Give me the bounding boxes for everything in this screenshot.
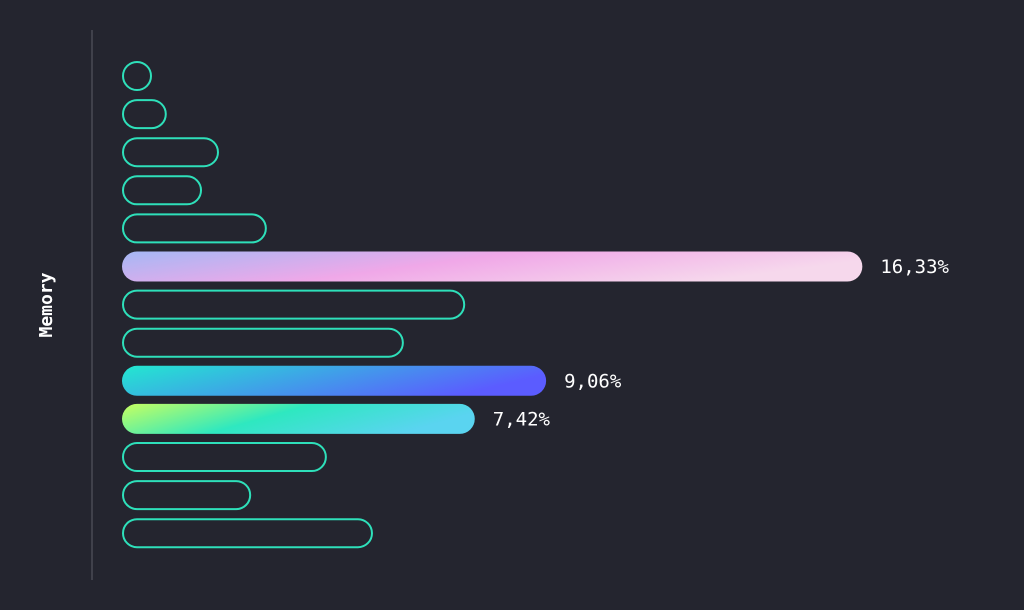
- bar: [122, 403, 475, 434]
- bar: [122, 61, 152, 91]
- bar: [122, 365, 547, 396]
- bar: [122, 518, 373, 549]
- bar: [122, 175, 203, 206]
- bar: [122, 480, 252, 511]
- value-label: 7,42%: [493, 408, 551, 430]
- bar: [122, 251, 863, 282]
- bar: [122, 442, 327, 472]
- bar: [122, 327, 404, 358]
- y-axis-label: Memory: [36, 272, 57, 337]
- bar: [122, 137, 219, 168]
- bar: [122, 99, 167, 130]
- value-label: 9,06%: [564, 370, 622, 392]
- bar: [122, 213, 267, 244]
- bar: [122, 289, 466, 320]
- value-label: 16,33%: [880, 256, 949, 278]
